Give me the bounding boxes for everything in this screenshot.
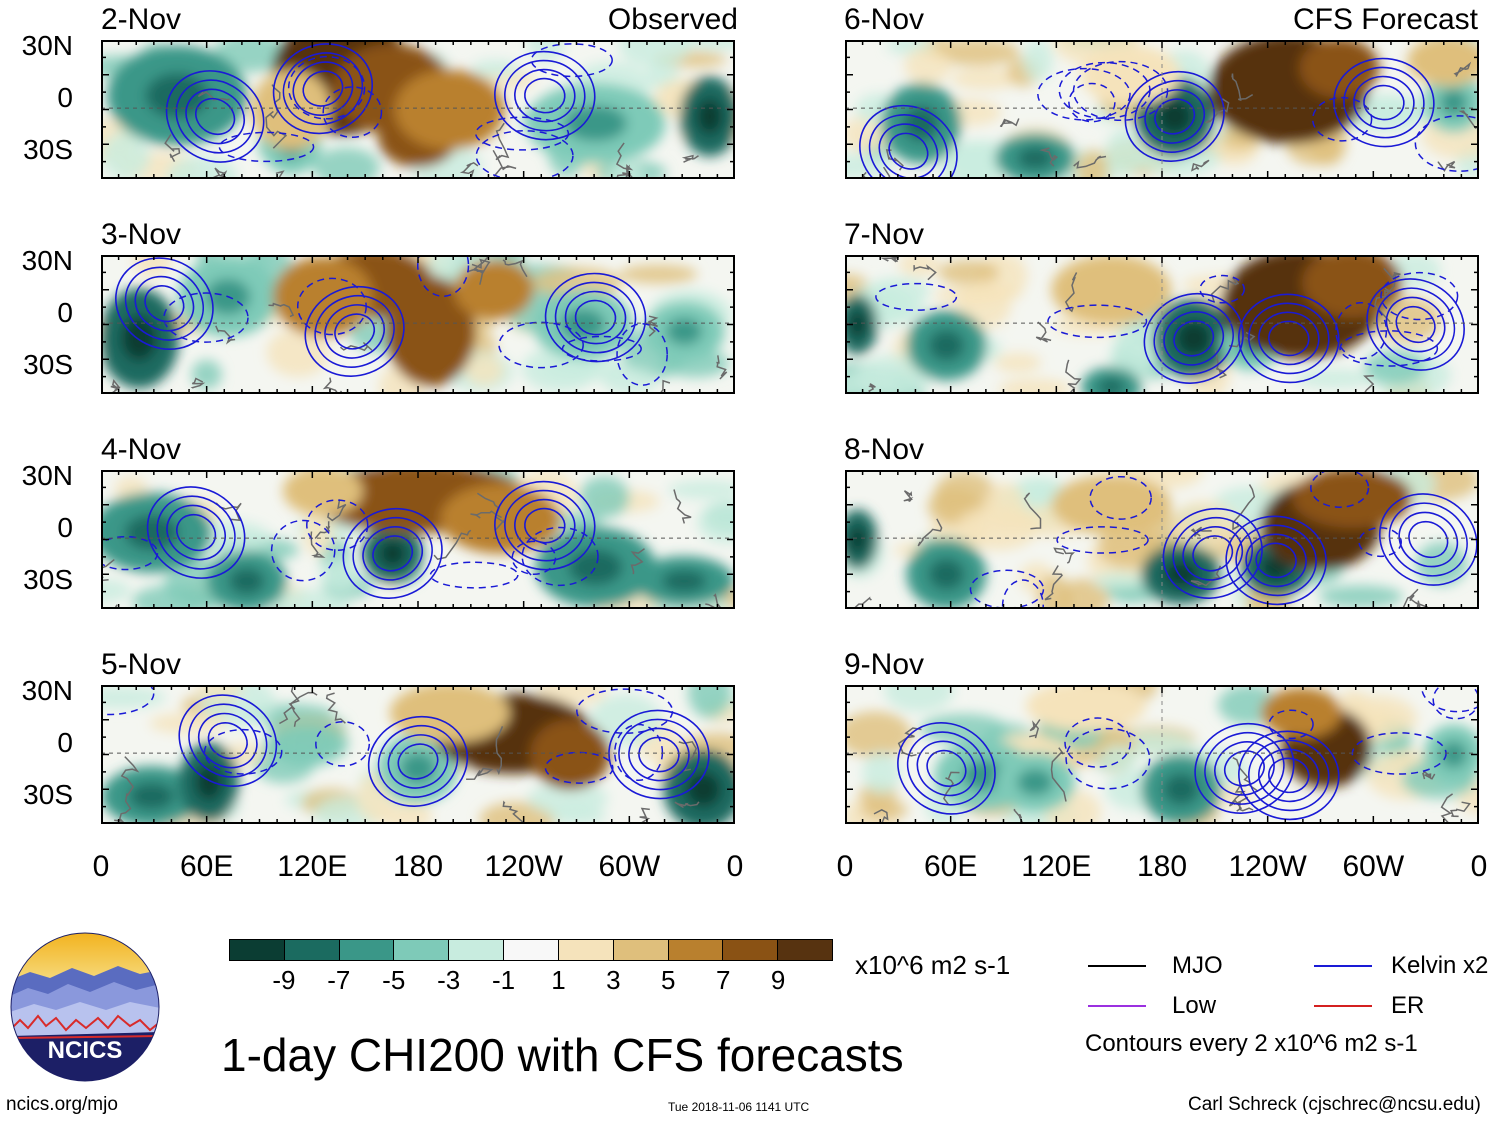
- date-label-right-2: 7-Nov: [844, 218, 925, 251]
- date-label-right-1: 6-Nov: [844, 3, 925, 36]
- mjo-line: [1088, 965, 1146, 967]
- lat-label: 30N: [21, 675, 73, 706]
- date-label-right-4: 9-Nov: [844, 648, 925, 681]
- colorbar-tick-label: -3: [437, 965, 461, 995]
- lon-label-right: 60W: [1342, 850, 1405, 883]
- colorbar-tick-label: 9: [770, 965, 786, 995]
- map-panel-forecast-3: [845, 470, 1479, 609]
- colorbar-tick-label: -7: [327, 965, 351, 995]
- lon-label-left: 0: [726, 850, 744, 883]
- colorbar-swatch: [503, 940, 558, 960]
- date-label-left-2: 3-Nov: [101, 218, 182, 251]
- lon-label-right: 120E: [1021, 850, 1092, 883]
- colorbar-tick-label: 1: [551, 965, 566, 995]
- ncics-logo[interactable]: NCICS: [10, 932, 160, 1082]
- colorbar-swatch: [448, 940, 504, 960]
- map-panel-observed-4: [101, 685, 735, 824]
- observed-title: Observed: [607, 3, 738, 36]
- lat-label: 30N: [21, 245, 73, 276]
- logo-text: NCICS: [48, 1037, 123, 1064]
- colorbar: [229, 939, 833, 961]
- lat-label: 30N: [21, 30, 73, 61]
- map-panel-forecast-2: [845, 255, 1479, 394]
- lat-label: 30S: [23, 134, 73, 165]
- colorbar-swatch: [777, 940, 832, 960]
- cfs-forecast-title: CFS Forecast: [1292, 3, 1478, 36]
- lon-label-left: 0: [92, 850, 110, 883]
- lat-label: 0: [57, 512, 73, 543]
- low-label: Low: [1172, 992, 1217, 1019]
- kelvin-label: Kelvin x2: [1391, 952, 1489, 979]
- colorbar-swatch: [338, 940, 394, 960]
- lon-label-left: 120E: [277, 850, 348, 883]
- er-line: [1314, 1005, 1372, 1007]
- main-title: 1-day CHI200 with CFS forecasts: [221, 1029, 904, 1081]
- er-label: ER: [1391, 992, 1425, 1019]
- colorbar-swatch: [230, 940, 284, 960]
- map-panel-observed-1: [101, 40, 735, 179]
- lat-label: 30S: [23, 779, 73, 810]
- map-panel-forecast-1: [845, 40, 1479, 179]
- colorbar-swatch: [557, 940, 613, 960]
- colorbar-tick-label: -1: [491, 965, 516, 995]
- colorbar-swatch: [722, 940, 778, 960]
- colorbar-tick-label: -5: [382, 965, 406, 995]
- lat-label: 30S: [23, 349, 73, 380]
- colorbar-swatch: [393, 940, 449, 960]
- lon-label-left: 120W: [484, 850, 563, 883]
- footer-url[interactable]: ncics.org/mjo: [6, 1094, 118, 1115]
- map-panel-observed-3: [101, 470, 735, 609]
- lon-label-right: 0: [836, 850, 854, 883]
- colorbar-tick-label: 3: [606, 965, 621, 995]
- low-line: [1088, 1005, 1146, 1007]
- colorbar-tick-label: 7: [715, 965, 731, 995]
- colorbar-tick-label: 5: [661, 965, 676, 995]
- map-panel-observed-2: [101, 255, 735, 394]
- colorbar-swatch: [283, 940, 339, 960]
- ncics-logo-icon: NCICS: [10, 932, 160, 1082]
- colorbar-tick-label: -9: [272, 965, 296, 995]
- kelvin-line: [1314, 965, 1372, 967]
- date-label-left-3: 4-Nov: [101, 433, 182, 466]
- map-panel-forecast-4: [845, 685, 1479, 824]
- lon-label-left: 60E: [179, 850, 234, 883]
- lat-label: 30N: [21, 460, 73, 491]
- lon-label-left: 60W: [598, 850, 661, 883]
- lat-label: 0: [57, 297, 73, 328]
- footer-timestamp: Tue 2018-11-06 1141 UTC: [668, 1100, 810, 1114]
- lon-label-right: 180: [1136, 850, 1188, 883]
- footer-author: Carl Schreck (cjschrec@ncsu.edu): [1188, 1094, 1481, 1115]
- colorbar-swatch: [667, 940, 723, 960]
- lon-label-left: 180: [392, 850, 444, 883]
- date-label-right-3: 8-Nov: [844, 433, 925, 466]
- lat-label: 0: [57, 727, 73, 758]
- colorbar-unit: x10^6 m2 s-1: [855, 950, 1011, 980]
- mjo-label: MJO: [1172, 952, 1223, 979]
- colorbar-swatch: [612, 940, 668, 960]
- lon-label-right: 0: [1470, 850, 1488, 883]
- contour-note: Contours every 2 x10^6 m2 s-1: [1085, 1030, 1418, 1057]
- lon-label-right: 120W: [1228, 850, 1307, 883]
- date-label-left-1: 2-Nov: [101, 3, 182, 36]
- lon-label-right: 60E: [923, 850, 978, 883]
- lat-label: 30S: [23, 564, 73, 595]
- lat-label: 0: [57, 82, 73, 113]
- date-label-left-4: 5-Nov: [101, 648, 182, 681]
